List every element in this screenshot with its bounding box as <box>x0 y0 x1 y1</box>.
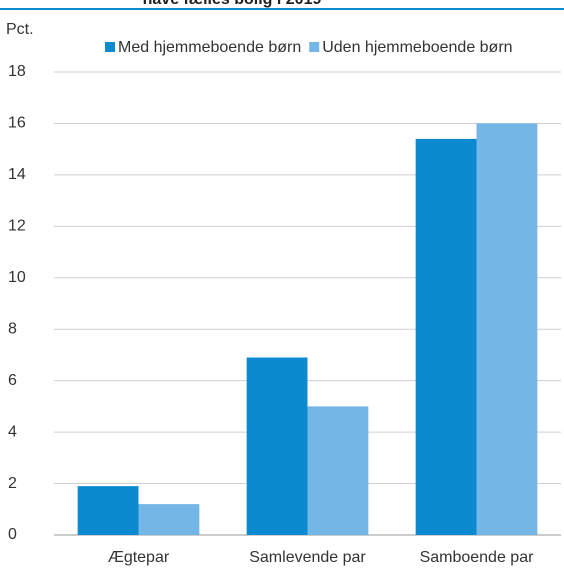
chart-title: have fælles bolig i 2019 <box>143 0 322 8</box>
y-tick-label: 0 <box>8 526 17 543</box>
legend-label: Med hjemmeboende børn <box>118 39 301 56</box>
y-tick-label: 10 <box>8 269 26 286</box>
bar <box>415 138 477 535</box>
y-tick-label: 16 <box>8 115 26 132</box>
y-tick-label: 18 <box>8 63 26 80</box>
y-tick-label: 6 <box>8 372 17 389</box>
y-tick-label: 2 <box>8 475 17 492</box>
x-tick-label: Samboende par <box>420 549 535 566</box>
legend-swatch <box>105 42 115 52</box>
bar <box>476 123 538 535</box>
bar <box>307 406 369 535</box>
y-axis-label: Pct. <box>6 21 34 38</box>
y-tick-label: 14 <box>8 166 26 183</box>
bar <box>246 357 308 535</box>
y-tick-label: 12 <box>8 218 26 235</box>
bar <box>77 486 139 535</box>
legend-label: Uden hjemmeboende børn <box>322 39 512 56</box>
y-tick-label: 4 <box>8 423 17 440</box>
x-tick-label: Samlevende par <box>249 549 366 566</box>
y-tick-label: 8 <box>8 320 17 337</box>
x-tick-label: Ægtepar <box>108 549 170 566</box>
legend-swatch <box>309 42 320 52</box>
bar <box>138 504 200 535</box>
